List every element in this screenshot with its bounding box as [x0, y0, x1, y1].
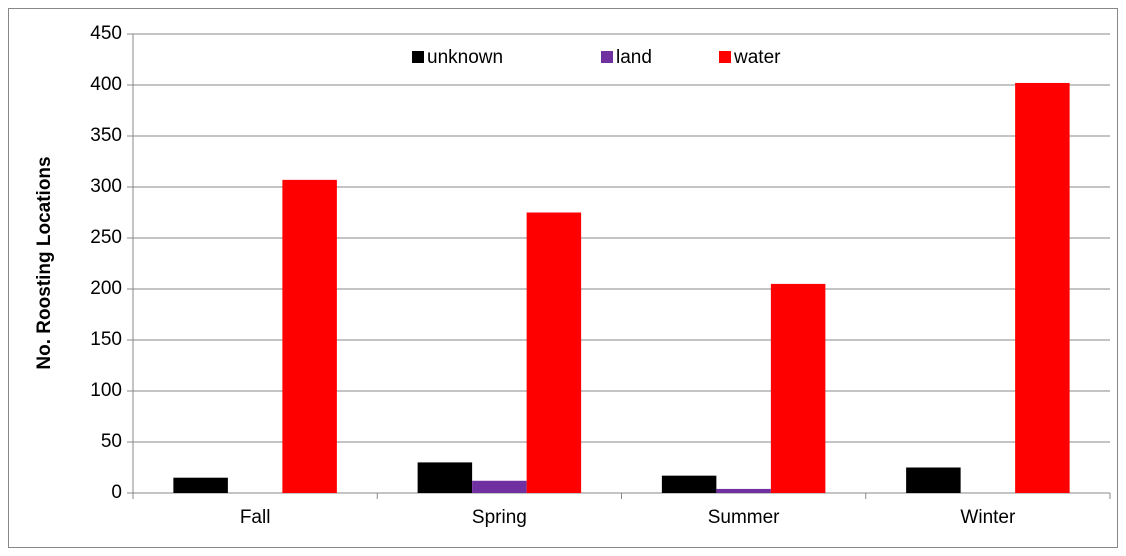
bar	[472, 480, 527, 493]
y-tick-label: 50	[101, 431, 122, 452]
y-tick-label: 200	[90, 278, 122, 299]
bar	[417, 462, 473, 493]
y-tick-label: 350	[90, 125, 122, 146]
x-tick-label: Summer	[708, 507, 780, 528]
y-tick-label: 0	[111, 482, 122, 503]
legend-swatch	[601, 51, 613, 63]
x-tick-label: Winter	[960, 507, 1016, 528]
legend-label: water	[733, 47, 781, 68]
bar	[173, 477, 228, 493]
y-tick-label: 100	[90, 380, 122, 401]
legend-swatch	[719, 51, 731, 63]
bar	[716, 488, 771, 493]
legend-label: unknown	[427, 47, 503, 68]
y-tick-label: 150	[90, 329, 122, 350]
legend-label: land	[616, 47, 652, 68]
x-tick-label: Fall	[240, 507, 271, 528]
y-tick-label: 300	[90, 176, 122, 197]
bar	[661, 475, 717, 493]
bar	[770, 283, 826, 493]
y-tick-label: 400	[90, 74, 122, 95]
y-tick-label: 250	[90, 227, 122, 248]
y-axis-label: No. Roosting Locations	[34, 156, 55, 369]
bar	[906, 467, 961, 493]
bar	[1015, 82, 1070, 494]
bar	[526, 212, 582, 493]
bar	[282, 179, 337, 494]
y-tick-label: 450	[90, 23, 122, 44]
legend-swatch	[412, 51, 424, 63]
x-tick-label: Spring	[472, 507, 527, 528]
